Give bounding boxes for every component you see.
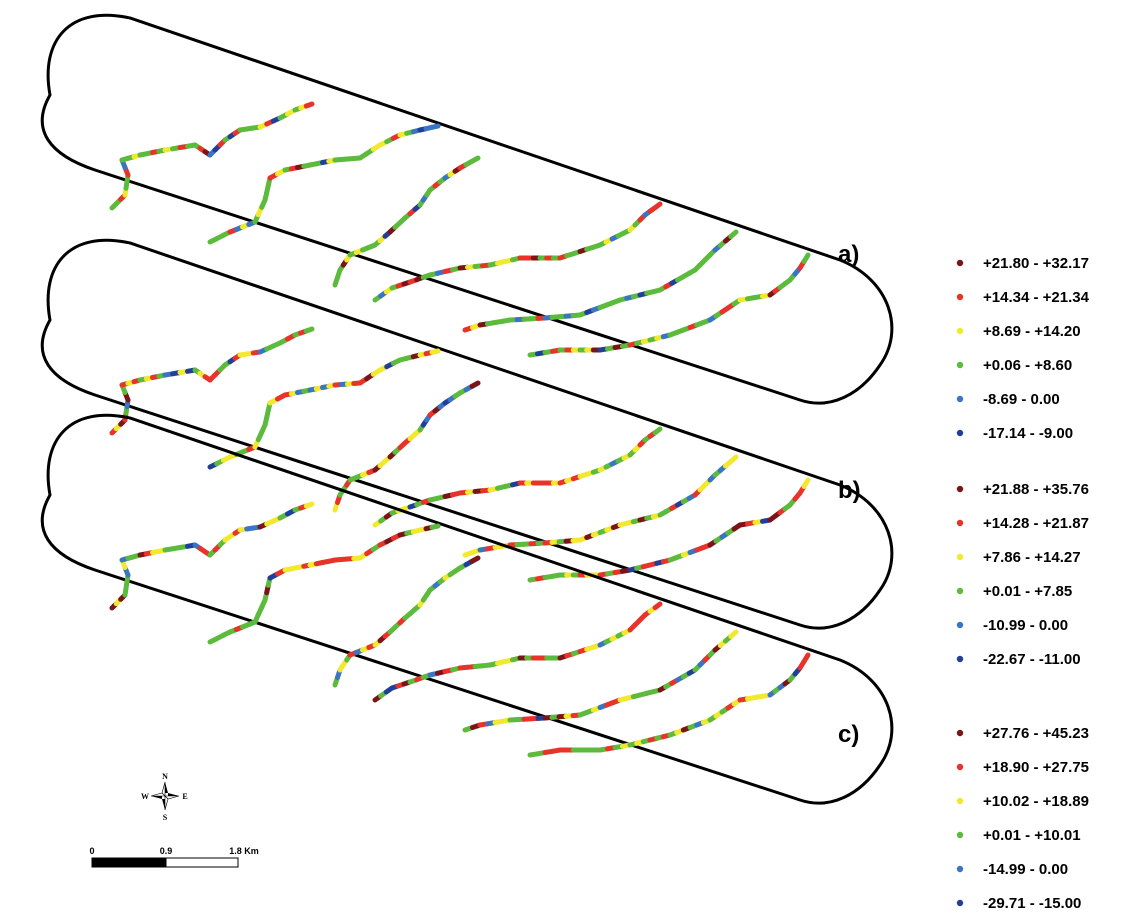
legend-entry: +8.69 - +14.20 [983,323,1081,340]
survey-line [462,629,739,733]
survey-segment [469,555,481,564]
legend-swatch [956,361,964,369]
legend-swatch [956,831,964,839]
legend-swatch [956,655,964,663]
compass-south-label: S [163,813,168,822]
legend-entry: +0.01 - +7.85 [983,583,1072,600]
legend-swatch [956,797,964,805]
legend-entry: +14.28 - +21.87 [983,515,1089,532]
legend-swatch [956,621,964,629]
survey-segment [801,652,811,664]
survey-segment [728,454,739,464]
panel-label: c) [838,721,859,748]
survey-line [109,326,315,436]
survey-line [207,523,441,645]
survey-line [332,380,481,513]
scale-label-end: 1.8 Km [229,846,259,856]
legend-swatch [956,395,964,403]
legend-swatch [956,763,964,771]
compass-east-label: E [182,792,187,801]
legend-swatch [956,729,964,737]
legend-entry: -10.99 - 0.00 [983,617,1068,634]
map-panel-0 [40,13,894,405]
survey-segment [429,348,441,355]
legend-swatch [956,899,964,907]
survey-segment [801,477,811,489]
survey-line [462,229,739,333]
legend-swatch [956,553,964,561]
survey-segment [652,201,663,211]
legend-entry: -8.69 - 0.00 [983,391,1060,408]
scale-label-mid: 0.9 [160,846,173,856]
survey-segment [429,123,441,130]
survey-line [462,454,739,558]
survey-line [332,555,481,688]
map-panel-2 [40,413,894,805]
legend-swatch [956,485,964,493]
legend-swatch [956,865,964,873]
survey-segment [303,101,315,109]
legend-entry: -29.71 - -15.00 [983,895,1081,912]
survey-line [372,601,663,703]
survey-segment [303,501,315,509]
survey-segment [728,229,739,239]
survey-line [207,348,441,470]
survey-segment [469,380,481,389]
study-area-outline [40,13,894,405]
survey-line [207,123,441,245]
panel-label: a) [838,241,859,268]
survey-segment [469,155,481,164]
legend-entry: +10.02 - +18.89 [983,793,1089,810]
legend-swatch [956,429,964,437]
survey-line [109,101,315,211]
study-area-outline [40,238,894,630]
legend-swatch [956,259,964,267]
legend-entry: -22.67 - -11.00 [983,651,1081,668]
scale-bar-white-segment [165,857,239,868]
legend-swatch [956,587,964,595]
scale-label-0: 0 [89,846,94,856]
scale-bar: 0 0.9 1.8 Km [89,846,259,868]
survey-segment [429,523,441,530]
legend-swatch [956,327,964,335]
legend: +21.80 - +32.17 +14.34 - +21.34 +8.69 - +1… [956,255,1090,912]
legend-entry: -14.99 - 0.00 [983,861,1068,878]
legend-entry: +18.90 - +27.75 [983,759,1089,776]
survey-segment [652,426,663,436]
survey-line [372,201,663,303]
survey-line [332,155,481,288]
survey-segment [728,629,739,639]
compass-north-label: N [162,772,168,781]
legend-entry: +0.01 - +10.01 [983,827,1081,844]
legend-entry: +21.80 - +32.17 [983,255,1089,272]
survey-line [372,426,663,528]
legend-swatch [956,519,964,527]
legend-entry: +21.88 - +35.76 [983,481,1089,498]
map-panels: a) b) c) [40,13,894,805]
legend-entry: -17.14 - -9.00 [983,425,1073,442]
survey-line [527,252,811,358]
legend-entry: +27.76 - +45.23 [983,725,1089,742]
study-area-outline [40,413,894,805]
compass-west-label: W [141,792,149,801]
map-panel-1 [40,238,894,630]
legend-swatch [956,293,964,301]
survey-line [527,652,811,758]
survey-segment [303,326,315,334]
survey-line [109,501,315,611]
survey-segment [652,601,663,611]
legend-entry: +0.06 - +8.60 [983,357,1072,374]
panel-label: b) [838,477,861,504]
survey-line [527,477,811,583]
survey-segment [801,252,811,264]
legend-entry: +14.34 - +21.34 [983,289,1090,306]
scale-bar-black-segment [91,857,167,868]
north-arrow-compass: N S E W [141,772,188,822]
legend-entry: +7.86 - +14.27 [983,549,1081,566]
